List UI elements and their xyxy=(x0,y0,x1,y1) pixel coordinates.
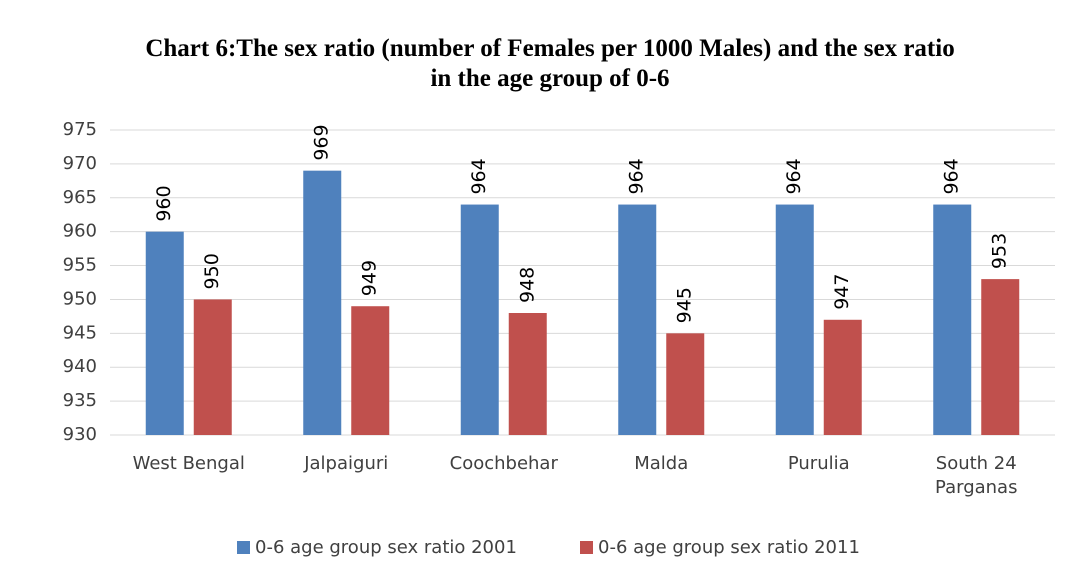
data-label: 964 xyxy=(626,158,648,194)
data-label: 960 xyxy=(153,185,175,221)
x-tick-label: Malda xyxy=(634,453,689,474)
y-tick-label: 930 xyxy=(63,424,97,445)
data-label: 964 xyxy=(468,158,490,194)
legend-label: 0-6 age group sex ratio 2001 xyxy=(255,537,517,558)
legend-swatch xyxy=(237,541,250,554)
legend-swatch xyxy=(580,541,593,554)
y-tick-label: 975 xyxy=(63,119,97,140)
data-label: 953 xyxy=(989,233,1011,269)
data-label: 969 xyxy=(311,124,333,160)
data-label: 950 xyxy=(201,253,223,289)
data-label: 945 xyxy=(674,287,696,323)
legend-label: 0-6 age group sex ratio 2011 xyxy=(598,537,860,558)
x-tick-label: Coochbehar xyxy=(449,453,558,474)
bar xyxy=(303,170,342,435)
data-label: 948 xyxy=(516,267,538,303)
y-tick-label: 945 xyxy=(63,322,97,343)
y-tick-label: 960 xyxy=(63,221,97,242)
bar xyxy=(508,313,547,435)
bar xyxy=(351,306,390,435)
bar xyxy=(666,333,705,435)
bar xyxy=(193,299,232,435)
x-tick-label: West Bengal xyxy=(132,453,245,474)
data-label: 964 xyxy=(941,158,963,194)
y-tick-label: 965 xyxy=(63,187,97,208)
data-label: 964 xyxy=(783,158,805,194)
bar xyxy=(460,204,499,435)
y-tick-label: 955 xyxy=(63,255,97,276)
bar xyxy=(823,319,862,435)
y-tick-label: 940 xyxy=(63,356,97,377)
data-label: 949 xyxy=(359,260,381,296)
x-tick-label: Jalpaiguri xyxy=(304,453,389,474)
data-label: 947 xyxy=(831,274,853,310)
y-tick-label: 950 xyxy=(63,288,97,309)
bar xyxy=(145,231,184,435)
bar xyxy=(933,204,972,435)
bar xyxy=(618,204,657,435)
chart-title: Chart 6:The sex ratio (number of Females… xyxy=(145,35,955,92)
x-tick-label: Purulia xyxy=(787,453,850,474)
bar xyxy=(981,279,1020,435)
y-tick-label: 935 xyxy=(63,390,97,411)
x-tick-label: South 24 Parganas xyxy=(935,453,1018,498)
bar xyxy=(775,204,814,435)
y-tick-label: 970 xyxy=(63,153,97,174)
